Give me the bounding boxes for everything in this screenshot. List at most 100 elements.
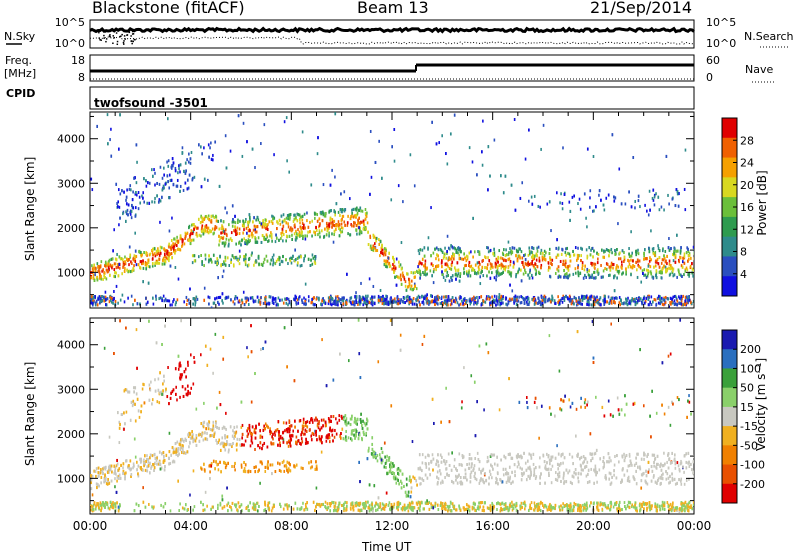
data-cell — [184, 171, 187, 175]
data-cell — [129, 209, 132, 213]
data-cell — [270, 233, 273, 237]
data-cell — [364, 225, 367, 229]
data-cell — [434, 300, 436, 304]
data-cell — [445, 300, 448, 304]
data-cell — [453, 113, 456, 117]
data-cell — [615, 266, 618, 270]
data-cell — [181, 238, 184, 242]
data-cell — [241, 301, 244, 305]
data-cell — [317, 136, 319, 140]
data-cell — [625, 301, 627, 305]
data-cell — [642, 271, 644, 275]
data-cell — [523, 301, 526, 305]
data-cell — [134, 298, 136, 302]
data-cell — [450, 299, 453, 303]
data-cell — [577, 274, 580, 278]
data-cell — [319, 235, 321, 239]
data-cell — [289, 226, 292, 230]
data-cell — [608, 254, 610, 258]
data-cell — [333, 223, 335, 227]
data-cell — [593, 262, 595, 266]
data-cell — [557, 253, 560, 257]
data-cell — [435, 246, 438, 250]
data-cell — [451, 260, 454, 264]
data-cell — [687, 301, 689, 305]
data-cell — [114, 300, 117, 304]
data-cell — [276, 227, 278, 231]
data-cell — [207, 216, 209, 220]
data-cell — [262, 222, 265, 226]
data-cell — [667, 193, 669, 197]
data-cell — [143, 200, 145, 204]
data-cell — [621, 263, 623, 267]
data-cell — [129, 184, 132, 188]
data-cell — [500, 298, 503, 302]
data-cell — [640, 280, 643, 284]
data-cell — [320, 210, 322, 214]
data-cell — [91, 295, 93, 299]
data-cell — [208, 258, 211, 262]
data-cell — [224, 258, 227, 262]
data-cell — [393, 270, 395, 274]
data-cell — [110, 300, 113, 304]
data-cell — [336, 301, 339, 305]
data-cell — [459, 272, 462, 276]
data-cell — [659, 302, 661, 306]
data-cell — [577, 254, 580, 258]
data-cell — [125, 202, 128, 206]
data-cell — [550, 261, 552, 265]
data-cell — [529, 262, 532, 266]
data-cell — [313, 296, 315, 300]
data-cell — [644, 203, 646, 207]
data-cell — [647, 303, 650, 307]
data-cell — [566, 272, 568, 276]
data-cell — [539, 205, 541, 209]
data-cell — [515, 302, 518, 306]
data-cell — [164, 249, 166, 253]
data-cell — [157, 249, 159, 253]
data-cell — [296, 219, 299, 223]
data-cell — [350, 302, 353, 306]
data-cell — [661, 249, 664, 253]
data-cell — [151, 264, 154, 268]
data-cell — [216, 257, 219, 261]
data-cell — [330, 295, 332, 299]
data-cell — [377, 300, 380, 304]
data-cell — [526, 300, 528, 304]
data-cell — [318, 229, 321, 233]
data-cell — [538, 256, 541, 260]
data-cell — [167, 164, 170, 168]
data-cell — [231, 204, 234, 208]
data-cell — [437, 294, 439, 298]
data-cell — [531, 251, 534, 255]
data-cell — [154, 254, 157, 258]
data-cell — [660, 261, 663, 265]
data-cell — [285, 239, 287, 243]
data-cell — [521, 256, 524, 260]
data-cell — [119, 192, 122, 196]
data-cell — [281, 220, 284, 224]
data-cell — [587, 298, 589, 302]
noise-dot — [131, 42, 133, 45]
data-cell — [222, 227, 225, 231]
data-cell — [178, 247, 180, 251]
data-cell — [244, 257, 247, 261]
data-cell — [241, 238, 243, 242]
data-cell — [265, 302, 268, 306]
data-cell — [297, 233, 299, 237]
data-cell — [651, 300, 654, 304]
data-cell — [507, 270, 509, 274]
data-cell — [320, 302, 322, 306]
data-cell — [504, 174, 507, 178]
data-cell — [295, 235, 297, 239]
data-cell — [275, 233, 277, 237]
data-cell — [260, 240, 263, 244]
data-cell — [181, 240, 184, 244]
data-cell — [567, 268, 570, 272]
data-cell — [226, 256, 229, 260]
data-cell — [306, 234, 308, 238]
data-cell — [324, 227, 326, 231]
data-cell — [359, 296, 362, 300]
data-cell — [128, 263, 130, 267]
data-cell — [306, 219, 308, 223]
